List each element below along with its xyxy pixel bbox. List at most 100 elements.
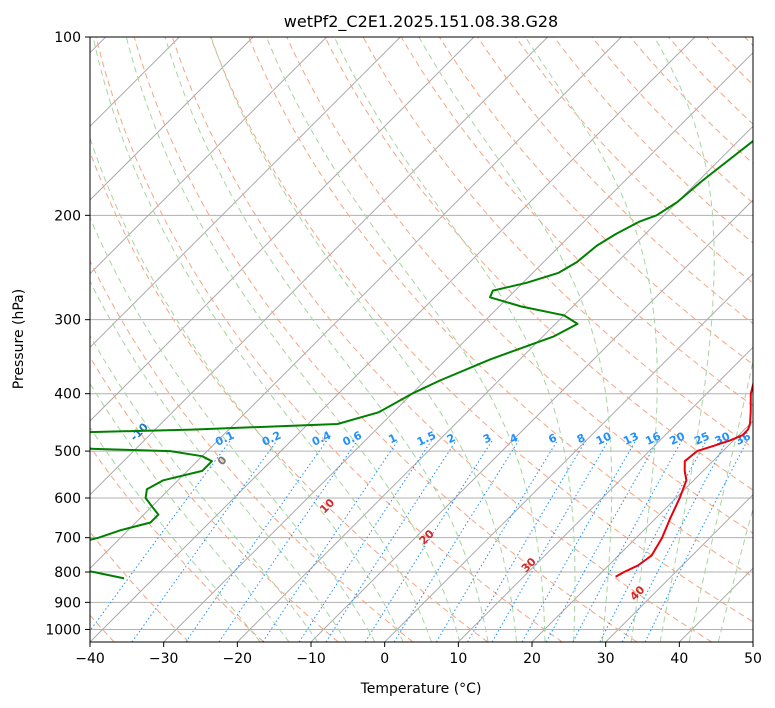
isotherm-line bbox=[90, 37, 254, 201]
mixing-ratio-line bbox=[393, 440, 520, 642]
dry-adiabat-line bbox=[209, 37, 753, 623]
isotherm-line bbox=[531, 420, 753, 642]
plot-area: -100-90-80-70-60-50-40-30-20-10010203040… bbox=[90, 37, 753, 642]
moist-adiabats bbox=[90, 37, 753, 642]
isotherm-line bbox=[90, 37, 401, 349]
isotherm-line bbox=[90, 37, 475, 422]
mixing-ratio-label: 10 bbox=[594, 429, 614, 447]
dry-adiabat-line bbox=[95, 37, 563, 642]
dry-adiabat-line bbox=[133, 37, 638, 642]
mixing-ratio-line bbox=[545, 440, 659, 642]
isotherm-line bbox=[90, 37, 622, 570]
moist-adiabat-line bbox=[90, 426, 261, 642]
moist-adiabat-line bbox=[90, 334, 319, 642]
dry-adiabat-line bbox=[90, 356, 339, 642]
x-tick-label: 0 bbox=[380, 651, 389, 667]
x-tick-label: −30 bbox=[149, 651, 179, 667]
mixing-ratio-line bbox=[521, 440, 637, 642]
chart-title: wetPf2_C2E1.2025.151.08.38.G28 bbox=[284, 12, 558, 32]
moist-adiabat-line bbox=[524, 37, 658, 642]
mixing-ratio-line bbox=[644, 440, 748, 642]
isotherm-line bbox=[90, 37, 549, 496]
isobar-grid bbox=[90, 37, 753, 630]
y-tick-label: 1000 bbox=[45, 622, 81, 638]
y-tick-label: 900 bbox=[54, 595, 81, 611]
mixing-ratio-line bbox=[90, 440, 231, 632]
mixing-ratio-line bbox=[435, 440, 558, 642]
x-tick-label: 30 bbox=[597, 651, 615, 667]
moist-adiabat-line bbox=[333, 37, 576, 642]
moist-adiabat-line bbox=[210, 37, 517, 642]
x-axis-ticks: −40 −30 −20 −10 0 10 20 30 40 50 bbox=[75, 642, 762, 667]
isotherm-line bbox=[90, 37, 696, 642]
mixing-ratio-line bbox=[131, 440, 278, 642]
isotherm-line bbox=[163, 51, 753, 642]
dry-adiabat-line bbox=[286, 37, 753, 534]
x-tick-label: 20 bbox=[523, 651, 541, 667]
y-axis-label: Pressure (hPa) bbox=[11, 289, 27, 389]
moist-adiabat-line bbox=[164, 37, 489, 642]
mixing-ratio-line bbox=[467, 440, 587, 642]
profile-lines bbox=[90, 139, 753, 580]
y-tick-label: 100 bbox=[54, 30, 81, 46]
y-tick-label: 800 bbox=[54, 565, 81, 581]
mixing-ratio-line bbox=[572, 440, 683, 642]
mixing-ratio-label: 30 bbox=[713, 429, 733, 447]
reference-line-labels: -100-90-80-70-60-50-40-30-20-10010203040… bbox=[128, 420, 753, 603]
mixing-ratio-line bbox=[364, 440, 493, 642]
x-tick-label: −20 bbox=[223, 651, 253, 667]
isotherm-line bbox=[605, 493, 753, 642]
isotherm-line bbox=[90, 37, 328, 275]
y-axis-ticks: 100 200 300 400 500 600 700 800 900 1000 bbox=[45, 30, 90, 638]
moist-adiabat-line bbox=[90, 280, 347, 642]
moist-adiabat-line bbox=[717, 507, 753, 642]
moist-adiabat-line bbox=[125, 37, 461, 642]
mixing-ratio-label: 13 bbox=[621, 430, 640, 448]
dry-adiabat-line bbox=[438, 37, 753, 366]
mixing-ratio-lines bbox=[90, 440, 748, 642]
dry-adiabat-line bbox=[171, 37, 712, 642]
x-tick-label: 40 bbox=[670, 651, 688, 667]
mixing-ratio-line bbox=[325, 440, 457, 642]
dry-adiabat-line bbox=[90, 445, 264, 642]
y-tick-label: 600 bbox=[54, 491, 81, 507]
mixing-ratio-label: 16 bbox=[643, 429, 663, 447]
dry-adiabat-line bbox=[324, 37, 753, 491]
moist-adiabat-line bbox=[90, 136, 404, 642]
y-tick-label: 300 bbox=[54, 313, 81, 329]
mixing-ratio-label: 36 bbox=[733, 429, 753, 447]
moist-adiabat-line bbox=[688, 358, 753, 642]
mixing-ratio-label: 25 bbox=[692, 430, 711, 448]
dry-adiabat-line bbox=[400, 37, 753, 407]
moist-adiabat-line bbox=[265, 37, 546, 642]
dry-adiabat-line bbox=[90, 150, 488, 642]
mixing-ratio-line bbox=[185, 440, 328, 642]
temperature-profile-line bbox=[615, 380, 753, 578]
mixing-ratio-line bbox=[262, 440, 399, 642]
isotherm-line bbox=[384, 272, 753, 642]
mixing-ratio-line bbox=[298, 440, 432, 642]
x-axis-label: Temperature (°C) bbox=[360, 681, 482, 697]
moist-adiabat-line bbox=[90, 382, 290, 642]
isotherm-line bbox=[236, 125, 753, 642]
plot-frame bbox=[89, 36, 754, 643]
y-tick-label: 500 bbox=[54, 444, 81, 460]
moist-adiabat-line bbox=[92, 37, 432, 642]
x-tick-label: −40 bbox=[75, 651, 105, 667]
isotherm-lines bbox=[90, 37, 753, 642]
mixing-ratio-line bbox=[491, 440, 609, 642]
y-tick-label: 200 bbox=[54, 208, 81, 224]
moist-adiabat-line bbox=[418, 37, 613, 642]
x-tick-label: −10 bbox=[296, 651, 326, 667]
isotherm-line bbox=[457, 346, 753, 642]
x-tick-label: 50 bbox=[744, 651, 762, 667]
y-tick-label: 700 bbox=[54, 531, 81, 547]
y-tick-label: 400 bbox=[54, 387, 81, 403]
moist-adiabat-line bbox=[90, 216, 376, 642]
dewpoint-profile-line bbox=[90, 139, 753, 580]
x-tick-label: 10 bbox=[449, 651, 467, 667]
dry-adiabat-line bbox=[248, 37, 753, 578]
mixing-ratio-label: 20 bbox=[668, 429, 688, 447]
moist-adiabat-line bbox=[653, 37, 715, 642]
